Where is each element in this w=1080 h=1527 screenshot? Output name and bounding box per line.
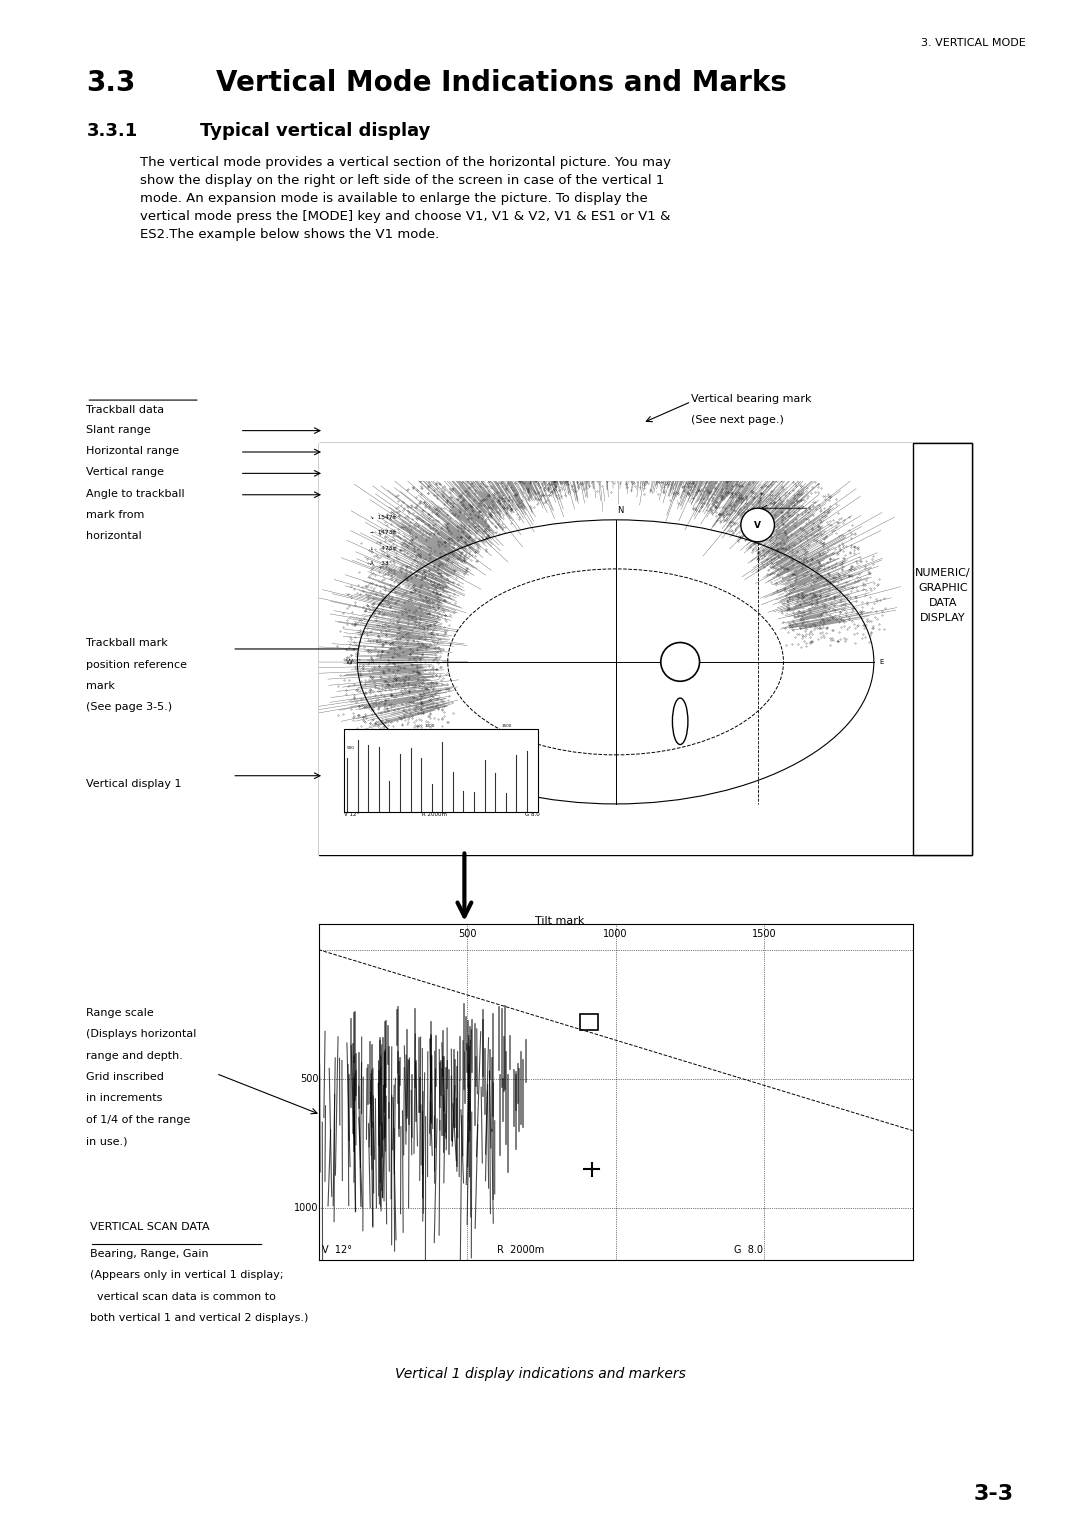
- Ellipse shape: [673, 698, 688, 745]
- Bar: [345, 728, 538, 812]
- Text: V 12°: V 12°: [345, 812, 360, 817]
- Text: A  33°: A 33°: [370, 560, 393, 567]
- Text: 1000: 1000: [424, 724, 435, 728]
- Text: Horizontal range: Horizontal range: [86, 446, 179, 457]
- Text: Grid inscribed: Grid inscribed: [86, 1072, 164, 1083]
- Text: R 2000m: R 2000m: [422, 812, 447, 817]
- Bar: [319, 443, 913, 855]
- Bar: [913, 443, 972, 855]
- Text: 500: 500: [347, 747, 355, 750]
- Text: horizontal: horizontal: [86, 531, 143, 542]
- Text: G  8.0: G 8.0: [734, 1245, 764, 1255]
- Text: 3.3: 3.3: [86, 69, 136, 96]
- Ellipse shape: [448, 570, 783, 754]
- Text: N: N: [618, 505, 624, 515]
- Text: Trackball mark: Trackball mark: [86, 638, 168, 649]
- Text: Vertical display 1: Vertical display 1: [86, 779, 181, 789]
- Text: range and depth.: range and depth.: [86, 1051, 184, 1061]
- Ellipse shape: [357, 519, 874, 803]
- Text: 3. VERTICAL MODE: 3. VERTICAL MODE: [921, 38, 1026, 49]
- Text: Trackball data: Trackball data: [86, 405, 164, 415]
- Text: (Shows tilt angle set: (Shows tilt angle set: [535, 938, 648, 948]
- Text: Slant range: Slant range: [86, 425, 151, 435]
- Text: 3.3.1: 3.3.1: [86, 122, 137, 140]
- Circle shape: [741, 508, 774, 542]
- Text: ↓  473m: ↓ 473m: [370, 545, 396, 551]
- Text: Typical vertical display: Typical vertical display: [200, 122, 430, 140]
- Text: E: E: [879, 658, 883, 664]
- Text: V  12°: V 12°: [322, 1245, 352, 1255]
- Bar: [319, 443, 972, 855]
- Text: Bottom echo: Bottom echo: [437, 1249, 509, 1260]
- Text: Bearing, Range, Gain: Bearing, Range, Gain: [90, 1249, 208, 1260]
- Text: mark: mark: [86, 681, 116, 692]
- Text: NUMERIC/
GRAPHIC
DATA
DISPLAY: NUMERIC/ GRAPHIC DATA DISPLAY: [915, 568, 971, 623]
- Text: mark from: mark from: [86, 510, 145, 521]
- Text: (Entered on: (Entered on: [599, 999, 665, 1009]
- Text: The vertical mode provides a vertical section of the horizontal picture. You may: The vertical mode provides a vertical se…: [140, 156, 672, 241]
- Text: (Appears only in vertical 1 display;: (Appears only in vertical 1 display;: [90, 1270, 283, 1281]
- Text: on horizontal display.): on horizontal display.): [535, 959, 658, 970]
- Text: position reference: position reference: [86, 660, 188, 670]
- Text: Vertical range: Vertical range: [86, 467, 164, 478]
- Text: ↘ 1547m: ↘ 1547m: [370, 515, 396, 519]
- Text: G 8.0: G 8.0: [525, 812, 540, 817]
- Bar: [580, 1014, 598, 1029]
- Text: R  2000m: R 2000m: [497, 1245, 544, 1255]
- Text: Vertical bearing mark: Vertical bearing mark: [691, 394, 812, 405]
- Text: 3-3: 3-3: [973, 1484, 1014, 1504]
- Circle shape: [661, 643, 700, 681]
- Text: VERTICAL SCAN DATA: VERTICAL SCAN DATA: [90, 1222, 210, 1232]
- Text: W: W: [346, 658, 352, 664]
- Text: horizontal display.): horizontal display.): [599, 1020, 704, 1031]
- Text: 1000: 1000: [604, 928, 627, 939]
- Text: Tilt mark: Tilt mark: [535, 916, 584, 927]
- Text: 1500: 1500: [502, 724, 512, 728]
- Text: (See next page.): (See next page.): [691, 415, 784, 426]
- Text: vertical scan data is common to: vertical scan data is common to: [90, 1292, 275, 1303]
- Text: Trackball mark: Trackball mark: [610, 1249, 692, 1260]
- Text: Target lock mark: Target lock mark: [599, 977, 692, 988]
- Text: in use.): in use.): [86, 1136, 127, 1147]
- Text: (Displays horizontal: (Displays horizontal: [86, 1029, 197, 1040]
- Text: → 1473m: → 1473m: [370, 530, 396, 534]
- Text: 500: 500: [300, 1073, 319, 1084]
- Text: Vertical 1 display indications and markers: Vertical 1 display indications and marke…: [394, 1367, 686, 1380]
- Text: both vertical 1 and vertical 2 displays.): both vertical 1 and vertical 2 displays.…: [90, 1313, 308, 1324]
- Text: Angle to trackball: Angle to trackball: [86, 489, 185, 499]
- Text: in increments: in increments: [86, 1093, 163, 1104]
- Text: Vertical Mode Indications and Marks: Vertical Mode Indications and Marks: [216, 69, 787, 96]
- Text: V: V: [754, 521, 761, 530]
- Text: 500: 500: [458, 928, 476, 939]
- Text: 1000: 1000: [294, 1203, 319, 1212]
- Text: (See page 3-5.): (See page 3-5.): [86, 702, 173, 713]
- Text: Range scale: Range scale: [86, 1008, 154, 1019]
- Text: of 1/4 of the range: of 1/4 of the range: [86, 1115, 191, 1125]
- Text: 1500: 1500: [752, 928, 777, 939]
